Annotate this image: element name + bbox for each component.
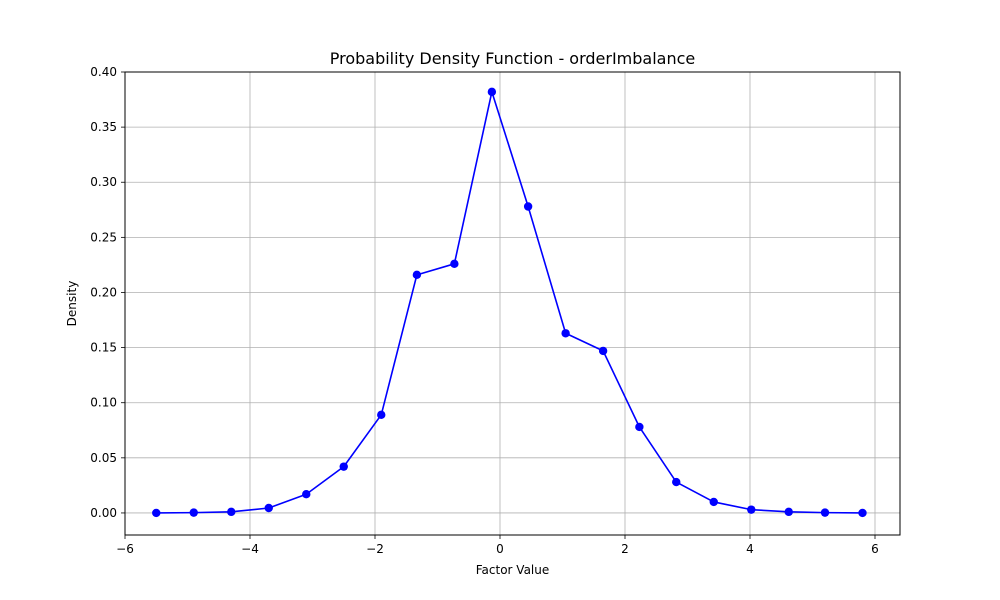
plot-area-frame — [124, 71, 901, 536]
data-point — [189, 508, 198, 517]
chart-title: Probability Density Function - orderImba… — [330, 49, 696, 68]
y-tick-label: 0.40 — [90, 65, 117, 79]
data-point — [264, 503, 273, 513]
data-point — [784, 507, 793, 517]
data-point — [450, 259, 459, 269]
data-point — [747, 505, 756, 514]
x-tick-label: 6 — [871, 542, 879, 556]
data-point — [561, 329, 570, 338]
x-tick-label: 0 — [496, 542, 504, 556]
data-point — [598, 346, 608, 356]
x-axis-label: Factor Value — [476, 563, 550, 577]
data-point — [339, 462, 348, 471]
y-tick-label: 0.15 — [90, 341, 117, 355]
data-point — [412, 270, 422, 280]
data-point — [377, 410, 386, 420]
data-point — [709, 497, 718, 507]
grid-lines — [124, 71, 900, 535]
y-tick-label: 0.10 — [90, 396, 117, 410]
data-point — [635, 422, 644, 432]
data-series — [152, 87, 867, 518]
data-point — [487, 87, 497, 97]
x-tick-label: 2 — [621, 542, 629, 556]
series-line — [156, 91, 863, 514]
x-tick-label: −4 — [241, 542, 259, 556]
data-point — [302, 490, 311, 499]
data-point — [523, 202, 533, 211]
data-point — [820, 508, 830, 517]
y-tick-label: 0.25 — [90, 230, 117, 244]
data-point — [227, 507, 236, 517]
x-tick-label: −6 — [116, 542, 134, 556]
y-tick-label: 0.20 — [90, 285, 117, 299]
y-axis-label: Density — [65, 281, 79, 327]
y-tick-label: 0.35 — [90, 120, 117, 134]
axis-ticks: −6 −4 −2 0 2 4 6 0.00 0.05 0.10 0.15 0.20 0.25 0.30 0.… — [90, 65, 879, 556]
y-tick-label: 0.05 — [90, 451, 117, 465]
data-point — [858, 508, 867, 518]
data-point — [672, 477, 681, 487]
y-tick-label: 0.00 — [90, 506, 117, 520]
x-tick-label: −2 — [366, 542, 384, 556]
y-tick-label: 0.30 — [90, 175, 117, 189]
data-point — [152, 508, 161, 518]
x-tick-label: 4 — [746, 542, 754, 556]
